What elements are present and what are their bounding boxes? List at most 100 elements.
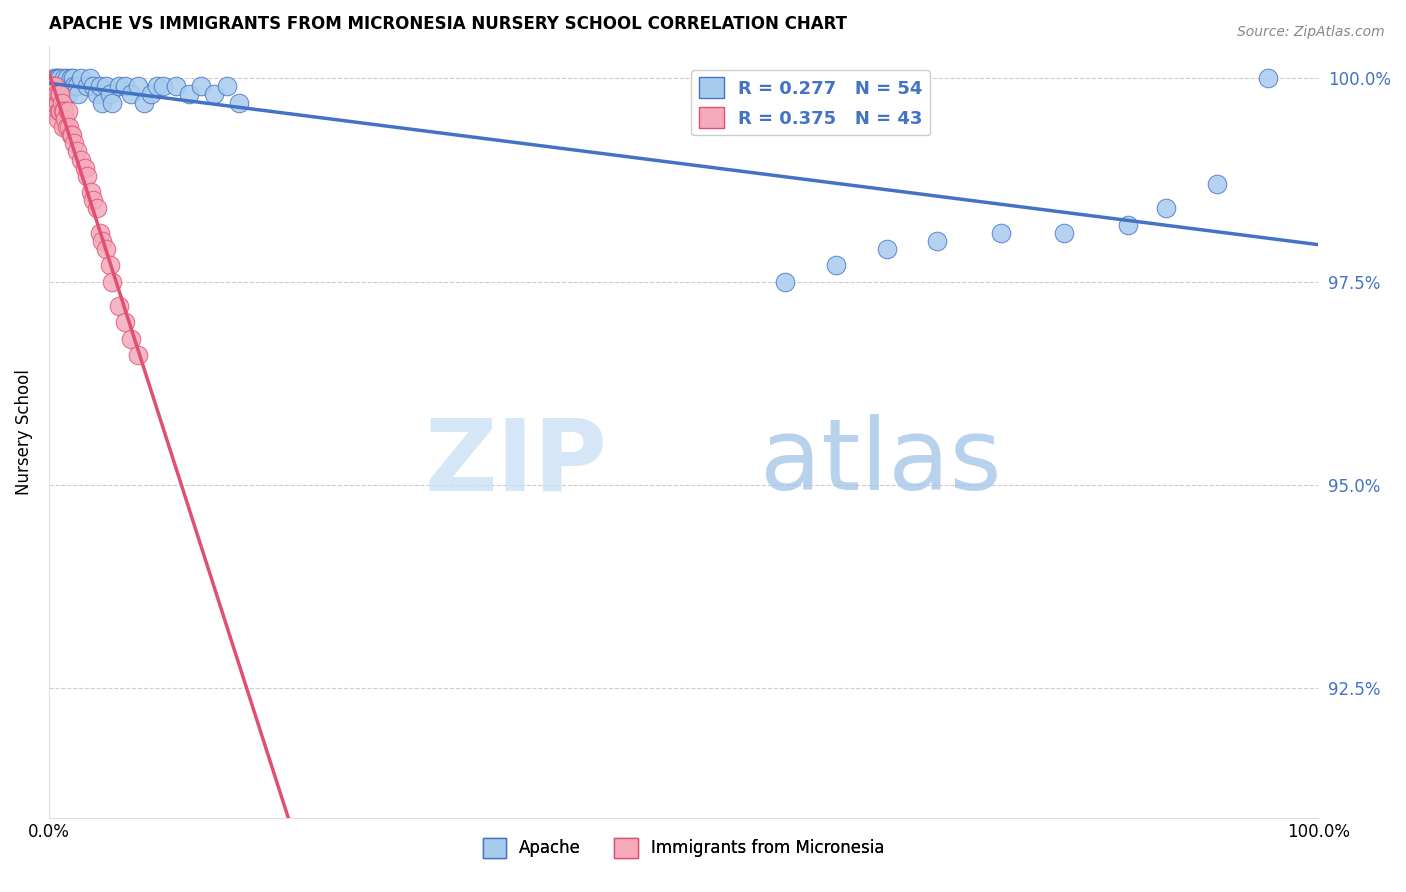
Point [1256,71,1278,86]
Text: atlas: atlas [759,415,1001,511]
Point [59,128,82,143]
Point [86,202,108,216]
Point [51,79,73,94]
Point [60,79,83,94]
Point [52,103,75,118]
Point [42,79,65,94]
Point [202,87,225,102]
Point [48,79,70,94]
Point [101,95,124,110]
Point [107,299,129,313]
Point [69,71,91,86]
Point [215,79,238,94]
Point [89,226,111,240]
Point [58,79,80,94]
Point [55,112,77,126]
Point [1154,202,1177,216]
Point [45,71,67,86]
Point [46,71,69,86]
Point [86,87,108,102]
Point [121,332,143,346]
Point [825,258,848,272]
Point [990,226,1012,240]
Point [82,193,104,207]
Point [44,95,66,110]
Point [51,95,73,110]
Point [82,79,104,94]
Point [53,71,76,86]
Point [98,258,121,272]
Point [45,87,67,102]
Point [1116,218,1139,232]
Point [45,79,67,94]
Point [60,128,83,143]
Point [94,242,117,256]
Point [121,87,143,102]
Point [44,79,66,94]
Text: Source: ZipAtlas.com: Source: ZipAtlas.com [1237,25,1385,39]
Point [63,136,86,151]
Point [773,275,796,289]
Point [114,315,136,329]
Point [41,95,63,110]
Point [39,79,62,94]
Point [56,103,79,118]
Point [49,87,72,102]
Point [59,71,82,86]
Point [146,79,169,94]
Point [98,87,121,102]
Text: APACHE VS IMMIGRANTS FROM MICRONESIA NURSERY SCHOOL CORRELATION CHART: APACHE VS IMMIGRANTS FROM MICRONESIA NUR… [49,15,846,33]
Point [114,79,136,94]
Point [58,120,80,134]
Point [190,79,212,94]
Point [1053,226,1076,240]
Point [165,79,187,94]
Point [101,275,124,289]
Point [55,120,77,134]
Point [49,103,72,118]
Legend: Apache, Immigrants from Micronesia: Apache, Immigrants from Micronesia [477,831,891,864]
Point [48,87,70,102]
Point [73,161,96,175]
Text: ZIP: ZIP [425,415,607,511]
Point [152,79,174,94]
Point [66,79,89,94]
Point [46,112,69,126]
Point [1205,177,1227,191]
Point [876,242,898,256]
Point [127,79,149,94]
Point [42,71,65,86]
Point [69,153,91,167]
Point [228,95,250,110]
Point [177,87,200,102]
Point [67,87,90,102]
Point [42,95,65,110]
Point [89,79,111,94]
Point [41,79,63,94]
Point [42,103,65,118]
Point [76,79,98,94]
Point [107,79,129,94]
Point [91,95,114,110]
Point [80,185,103,199]
Y-axis label: Nursery School: Nursery School [15,369,32,495]
Point [48,103,70,118]
Point [55,71,77,86]
Point [91,234,114,248]
Point [63,79,86,94]
Point [134,95,156,110]
Point [51,87,73,102]
Point [66,145,89,159]
Point [56,87,79,102]
Point [139,87,162,102]
Point [42,87,65,102]
Point [62,71,84,86]
Point [94,79,117,94]
Point [55,79,77,94]
Point [46,95,69,110]
Point [53,103,76,118]
Point [927,234,949,248]
Point [52,120,75,134]
Point [49,71,72,86]
Point [41,79,63,94]
